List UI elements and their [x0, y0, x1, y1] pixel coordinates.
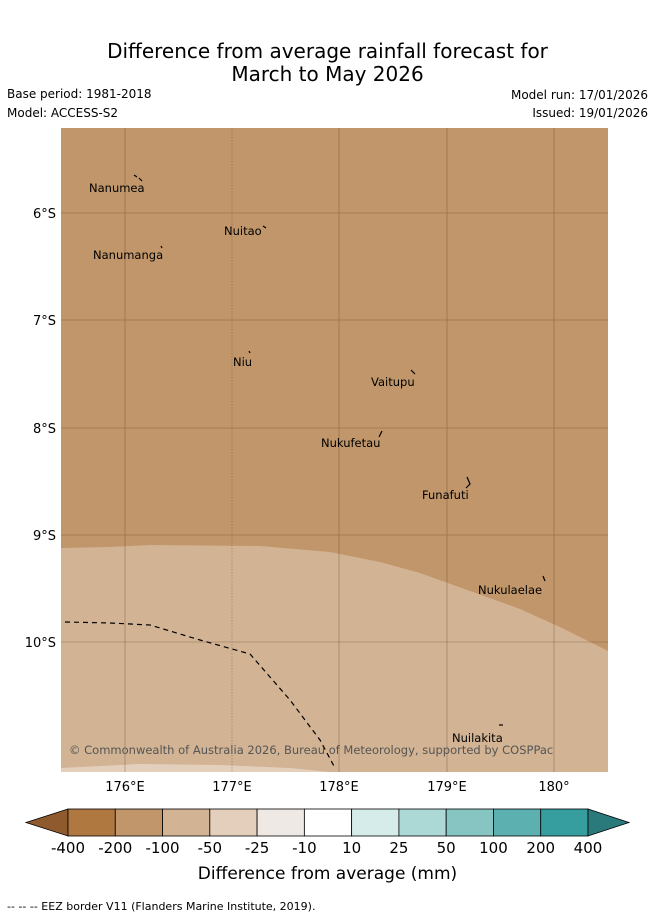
place-nuitao: Nuitao — [224, 224, 262, 238]
eez-footnote: -- -- -- EEZ border V11 (Flanders Marine… — [7, 900, 316, 913]
place-nuilakita: Nuilakita — [452, 731, 503, 745]
colorbar-arrow-low — [24, 808, 69, 837]
region-south — [61, 545, 608, 772]
place-nanumea: Nanumea — [89, 181, 145, 195]
place-nanumanga: Nanumanga — [93, 248, 163, 262]
grid-lines — [61, 128, 608, 772]
colorbar-tick-label: 50 — [436, 839, 456, 857]
colorbar-tick-label: -400 — [50, 839, 86, 857]
island-funafuti — [465, 476, 471, 489]
colorbar-tick-label: -50 — [197, 839, 223, 857]
colorbar-tick-label: 25 — [389, 839, 409, 857]
colorbar-tick-label: 200 — [526, 839, 556, 857]
islands — [133, 174, 546, 726]
copyright-notice: © Commonwealth of Australia 2026, Bureau… — [69, 743, 554, 757]
title-line-1: Difference from average rainfall forecas… — [107, 39, 548, 63]
colorbar-swatch — [351, 808, 400, 837]
lon-label-180: 180° — [538, 780, 569, 795]
lat-label-6s: 6°S — [33, 207, 56, 222]
colorbar-swatch — [209, 808, 258, 837]
colorbar-swatch — [303, 808, 353, 837]
island-nanumea — [133, 174, 143, 182]
colorbar-tick-label: -200 — [98, 839, 133, 857]
colorbar-swatch — [445, 808, 494, 837]
colorbar-tick-label: 10 — [342, 839, 362, 857]
colorbar-tick-label: 100 — [479, 839, 508, 857]
colorbar-title: Difference from average (mm) — [197, 864, 458, 884]
issued-date: Issued: 19/01/2026 — [532, 106, 648, 120]
island-nukulaelae — [542, 575, 546, 582]
colorbar-swatch — [540, 808, 589, 837]
colorbar-swatch — [67, 808, 116, 837]
title-line-2: March to May 2026 — [231, 62, 424, 86]
eez-border — [64, 621, 336, 769]
colorbar-swatch — [493, 808, 542, 837]
colorbar-swatch — [114, 808, 163, 837]
colorbar-swatch — [162, 808, 211, 837]
island-niu — [248, 350, 251, 354]
colorbar-tick-label: -100 — [145, 839, 180, 857]
model-run: Model run: 17/01/2026 — [510, 88, 648, 102]
colorbar-tick-label: 400 — [573, 839, 603, 857]
place-funafuti: Funafuti — [422, 488, 469, 502]
lat-label-9s: 9°S — [33, 529, 56, 544]
island-vaitupu — [410, 369, 416, 375]
colorbar — [24, 808, 631, 837]
colorbar-arrow-high — [587, 808, 631, 837]
island-nukufetau — [378, 430, 383, 438]
chart-title: Difference from average rainfall forecas… — [0, 40, 655, 86]
island-nuitao — [262, 225, 267, 229]
lon-label-177e: 177°E — [212, 780, 252, 795]
place-nukufetau: Nukufetau — [321, 436, 380, 450]
lon-label-178e: 178°E — [319, 780, 359, 795]
place-nukulaelae: Nukulaelae — [478, 583, 542, 597]
lat-label-7s: 7°S — [33, 314, 56, 329]
colorbar-tick-label: -10 — [292, 839, 317, 857]
island-nanumanga — [160, 245, 163, 249]
colorbar-tick-label: -25 — [244, 839, 270, 857]
place-vaitupu: Vaitupu — [371, 375, 415, 389]
lat-label-8s: 8°S — [33, 422, 56, 437]
colorbar-swatch — [398, 808, 447, 837]
lon-label-179e: 179°E — [427, 780, 467, 795]
place-niu: Niu — [233, 355, 252, 369]
colorbar-swatch — [256, 808, 305, 837]
region-bottom-strip — [61, 764, 330, 772]
lat-label-10s: 10°S — [25, 636, 56, 651]
model-name: Model: ACCESS-S2 — [7, 106, 119, 120]
lon-label-176e: 176°E — [105, 780, 145, 795]
base-period: Base period: 1981-2018 — [7, 87, 152, 101]
